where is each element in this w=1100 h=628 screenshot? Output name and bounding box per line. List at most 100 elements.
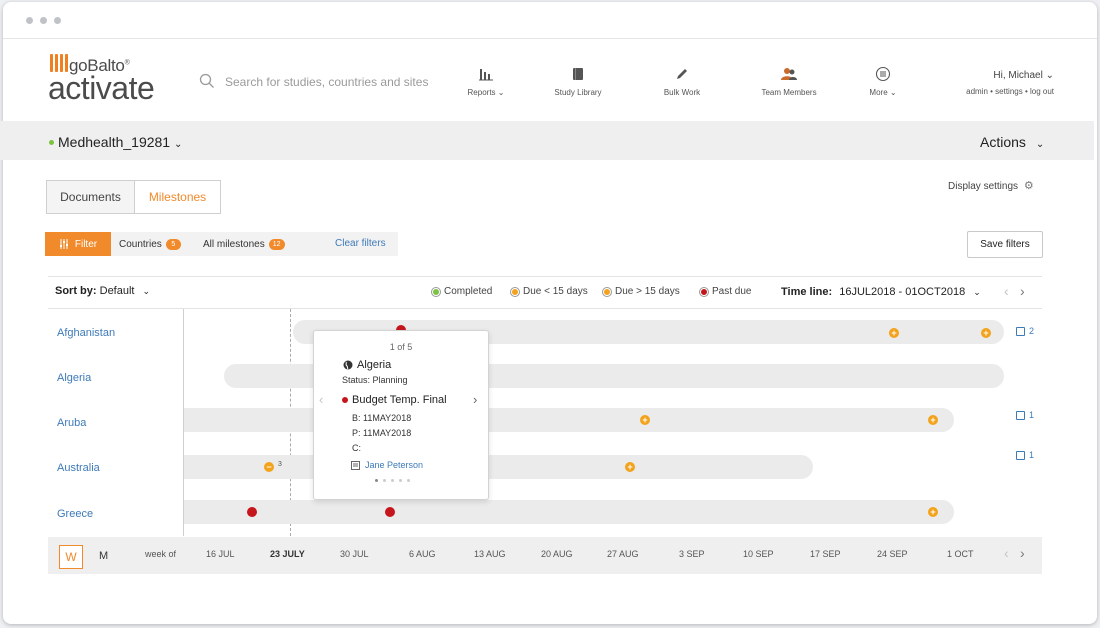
milestone-marker-due[interactable]: + [981,328,991,338]
week-of-label: week of [145,549,177,559]
past-due-dot-icon [342,397,348,403]
milestones-filter-label: All milestones [203,239,265,250]
legend-past-due-label: Past due [712,286,752,297]
milestone-count-afghanistan[interactable]: 2 [1016,326,1034,336]
logo-activate[interactable]: activate [48,70,155,106]
timeline-bar-aruba [184,408,954,432]
toolbar-top-divider [48,276,1042,277]
display-settings-label: Display settings [948,181,1019,192]
timeline-label: Time line: [781,286,833,298]
filter-bar [111,232,398,256]
milestone-marker-due[interactable]: + [889,328,899,338]
countries-filter-chip[interactable]: Countries 5 [119,239,181,250]
chevron-down-icon: ⌄ [142,286,151,296]
milestone-marker-past-due[interactable] [247,507,257,517]
timeline-prev-arrow-icon[interactable]: ‹ [1004,283,1009,299]
axis-tick-label: 10 SEP [743,549,774,559]
nav-reports[interactable]: Reports ⌄ [466,66,506,97]
milestone-marker-due[interactable]: + [625,462,635,472]
search-icon[interactable] [199,73,215,89]
milestone-count-label: 1 [1029,450,1035,460]
study-selector[interactable]: Medhealth_19281 ⌄ [58,134,182,150]
milestone-count-aruba[interactable]: 1 [1016,410,1034,420]
popover-country: Algeria [343,359,391,371]
user-menu[interactable]: Hi, Michael ⌄ [993,70,1054,81]
popover-pagination-dots[interactable] [375,479,410,482]
axis-tick-label: 6 AUG [409,549,436,559]
popover-baseline-date: B: 11MAY2018 [352,413,412,423]
checklist-icon [1016,450,1025,460]
popover-next-arrow-icon[interactable]: › [473,392,478,407]
completed-status-icon [431,286,441,297]
tab-milestones[interactable]: Milestones [134,180,221,214]
country-aruba[interactable]: Aruba [57,417,87,429]
legend-due-later: Due > 15 days [602,286,680,297]
window-dot-close[interactable] [26,17,33,24]
country-algeria[interactable]: Algeria [57,372,92,384]
milestone-cluster-marker[interactable]: − [264,462,274,472]
axis-prev-arrow-icon[interactable]: ‹ [1004,545,1009,561]
chevron-down-icon: ⌄ [973,287,981,297]
axis-tick-label: 3 SEP [679,549,705,559]
past-due-status-icon [699,286,709,297]
tab-documents[interactable]: Documents [46,180,135,214]
milestones-filter-chip[interactable]: All milestones 12 [203,239,285,250]
axis-tick-label: 13 AUG [474,549,506,559]
nav-study-library-label: Study Library [554,88,602,97]
country-greece[interactable]: Greece [57,508,94,520]
timeline-bar-greece [184,500,954,524]
milestone-marker-due[interactable]: + [928,507,938,517]
display-settings-button[interactable]: Display settings ⚙ [948,179,1034,192]
milestone-count-label: 1 [1029,410,1035,420]
due-later-status-icon [602,286,612,297]
actions-menu[interactable]: Actions ⌄ [980,134,1044,150]
legend-due-soon-label: Due < 15 days [523,286,588,297]
popover-assignee-link[interactable]: Jane Peterson [351,460,423,470]
filter-button[interactable]: Filter [45,232,111,256]
popover-milestone: Budget Temp. Final [342,394,447,406]
window-dot-minimize[interactable] [40,17,47,24]
milestone-marker-due[interactable]: + [640,415,650,425]
nav-more[interactable]: More ⌄ [866,66,900,97]
countries-filter-label: Countries [119,239,162,250]
clear-filters-link[interactable]: Clear filters [335,238,386,249]
legend-completed: Completed [431,286,492,297]
logo-gobalto-text: goBalto [69,56,125,75]
axis-tick-label: 17 SEP [810,549,841,559]
search-input[interactable] [225,72,445,92]
milestone-count-label: 2 [1029,326,1035,336]
milestone-count-australia[interactable]: 1 [1016,450,1034,460]
country-afghanistan[interactable]: Afghanistan [57,327,116,339]
month-view-button[interactable]: M [99,550,109,562]
study-name: Medhealth_19281 [58,134,171,150]
sort-by-dropdown[interactable]: Sort by: Default ⌄ [55,285,150,297]
window-dot-maximize[interactable] [54,17,61,24]
axis-tick-label-current: 23 JULY [270,549,305,559]
nav-study-library[interactable]: Study Library [550,66,606,97]
milestone-marker-due[interactable]: + [928,415,938,425]
popover-page-indicator: 1 of 5 [389,342,413,352]
axis-tick-label: 24 SEP [877,549,908,559]
chevron-down-icon: ⌄ [174,139,183,150]
user-links[interactable]: admin • settings • log out [966,87,1054,96]
milestone-marker-past-due[interactable] [385,507,395,517]
nav-reports-label: Reports ⌄ [467,88,505,97]
popover-prev-arrow-icon[interactable]: ‹ [319,392,324,407]
logo-trademark: ® [124,59,130,67]
nav-team-members[interactable]: Team Members [758,66,820,97]
logo-gobalto[interactable]: goBalto® [69,56,130,76]
timeline-range-dropdown[interactable]: Time line: 16JUL2018 - 01OCT2018 ⌄ [781,286,981,298]
people-icon [781,68,797,80]
axis-tick-label: 30 JUL [340,549,369,559]
timeline-next-arrow-icon[interactable]: › [1020,283,1025,299]
checklist-icon [1016,326,1025,336]
save-filters-button[interactable]: Save filters [967,231,1043,258]
week-view-button[interactable]: W [59,545,83,569]
actions-label: Actions [980,134,1026,150]
axis-tick-label: 1 OCT [947,549,974,559]
milestone-popover: 1 of 5 Algeria Status: Planning Budget T… [313,330,489,500]
axis-next-arrow-icon[interactable]: › [1020,545,1025,561]
country-australia[interactable]: Australia [57,462,100,474]
nav-bulk-work[interactable]: Bulk Work [660,66,704,97]
legend-completed-label: Completed [444,286,493,297]
